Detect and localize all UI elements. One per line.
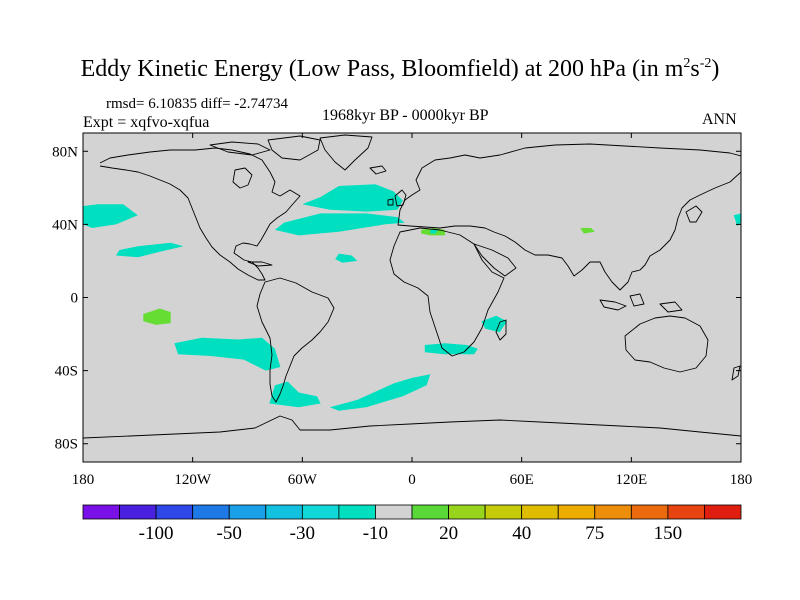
- colorbar-swatch: [557, 504, 596, 520]
- coast-new-zealand: [731, 365, 741, 381]
- colorbar-swatch: [155, 504, 194, 520]
- anomaly-north-pacific-west: [83, 204, 138, 228]
- colorbar-label: 20: [439, 523, 458, 544]
- lon-tick-label: 60E: [510, 472, 534, 488]
- colorbar-swatch: [411, 504, 449, 520]
- lon-tick-label: 180: [730, 472, 753, 488]
- colorbar-swatch: [338, 504, 376, 520]
- coast-cuba: [247, 261, 273, 267]
- lat-tick-label: 80N: [52, 144, 78, 160]
- coast-arabia: [473, 243, 517, 277]
- lon-tick-label: 120E: [615, 472, 647, 488]
- colorbar-labels: -100 -50 -30 -10 20 40 75 150: [139, 523, 682, 544]
- colorbar-swatch: [228, 504, 267, 520]
- coast-japan: [685, 205, 703, 223]
- colorbar-swatch: [594, 504, 632, 520]
- lat-tick-label: 0: [71, 291, 79, 307]
- coast-south-america: [256, 277, 335, 403]
- anomaly-regions: [83, 184, 741, 411]
- colorbar-swatch: [82, 504, 120, 520]
- colorbar-swatch: [301, 504, 340, 520]
- colorbar-label: 75: [585, 523, 604, 544]
- lon-tick-label: 0: [408, 472, 416, 488]
- colorbar-label: 150: [654, 523, 683, 544]
- colorbar-swatch: [192, 504, 230, 520]
- colorbar-swatch: [521, 504, 559, 520]
- colorbar-swatch: [375, 504, 413, 520]
- colorbar-swatch: [704, 504, 742, 520]
- coast-europe-asia: [397, 143, 741, 291]
- axis-tick-labels: 80N 40N 0 40S 80S 180 120W 60W 0 60E 120E 180: [52, 144, 752, 488]
- season-label: ANN: [702, 111, 737, 128]
- axis-ticks: [82, 133, 742, 462]
- lat-tick-label: 80S: [55, 437, 78, 453]
- anomaly-tropical-pacific-green: [143, 308, 171, 325]
- colorbar-swatch: [265, 504, 303, 520]
- anomaly-north-atlantic-west: [274, 213, 405, 236]
- anomaly-north-atlantic-north: [302, 184, 403, 212]
- colorbar-label: -10: [363, 523, 388, 544]
- coast-iceland: [369, 165, 387, 175]
- anomaly-mediterranean-core: [430, 229, 438, 234]
- anomaly-tibet: [580, 228, 595, 234]
- colorbar-swatch: [667, 504, 705, 520]
- lat-tick-label: 40N: [52, 217, 78, 233]
- map-background: [83, 133, 741, 462]
- colorbar-swatch: [630, 504, 669, 520]
- colorbar-label: -100: [139, 523, 174, 544]
- lon-tick-label: 180: [72, 472, 95, 488]
- coast-antarctica: [83, 415, 741, 439]
- anomaly-mozambique-channel: [481, 315, 507, 333]
- colorbar-label: -30: [290, 523, 315, 544]
- coast-british-isles: [387, 189, 407, 207]
- coast-north-america: [99, 147, 301, 281]
- colorbar: [82, 504, 742, 520]
- coast-australia: [624, 315, 709, 373]
- lon-tick-label: 60W: [288, 472, 318, 488]
- coast-indonesia: [599, 293, 683, 313]
- anomaly-central-atlantic: [335, 253, 358, 263]
- anomaly-south-atlantic: [329, 374, 431, 411]
- coast-greenland: [319, 134, 373, 171]
- rmsd-diff-stats: rmsd= 6.10835 diff= -2.74734: [106, 96, 289, 112]
- colorbar-swatch: [119, 504, 157, 520]
- coast-arctic-islands: [209, 135, 321, 161]
- colorbar-swatch: [484, 504, 523, 520]
- lon-tick-label: 120W: [174, 472, 212, 488]
- coast-hudson-bay: [232, 167, 253, 189]
- coast-africa: [389, 227, 505, 357]
- coast-madagascar: [495, 319, 507, 341]
- anomaly-subtropical-pacific: [115, 242, 184, 258]
- colorbar-label: 40: [512, 523, 531, 544]
- coastlines: [83, 134, 741, 439]
- lat-tick-label: 40S: [55, 364, 78, 380]
- experiment-label: Expt = xqfvo-xqfua: [83, 114, 210, 131]
- plot-title: Eddy Kinetic Energy (Low Pass, Bloomfiel…: [80, 56, 720, 82]
- colorbar-swatch: [448, 504, 486, 520]
- period-label: 1968kyr BP - 0000kyr BP: [322, 107, 489, 124]
- anomaly-north-pacific-east: [733, 213, 741, 227]
- colorbar-label: -50: [217, 523, 242, 544]
- anomaly-south-pacific: [174, 337, 281, 371]
